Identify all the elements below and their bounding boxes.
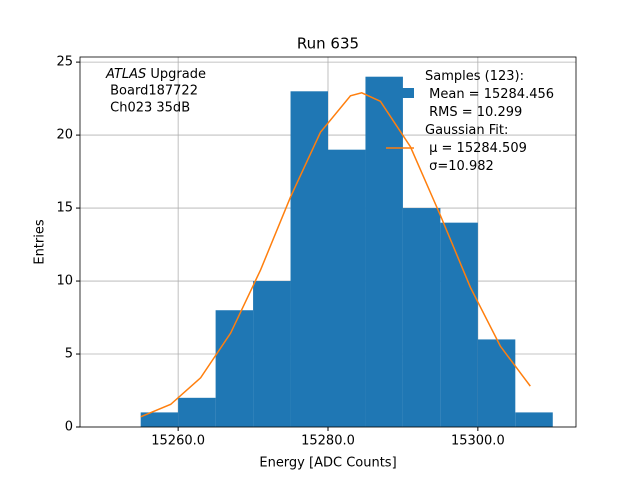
chart-title: Run 635 xyxy=(297,35,359,53)
y-tick-label: 10 xyxy=(56,274,73,289)
y-axis-label: Entries xyxy=(33,219,48,265)
y-tick-label: 25 xyxy=(56,55,73,70)
bar xyxy=(440,222,478,427)
annotation-emphasis: ATLAS xyxy=(105,67,146,82)
bar xyxy=(328,149,366,428)
legend-label-line: Gaussian Fit: xyxy=(425,123,508,138)
legend-swatch xyxy=(386,88,414,98)
x-tick-label: 15300.0 xyxy=(451,434,505,449)
x-tick-label: 15260.0 xyxy=(151,434,205,449)
legend-label-line: RMS = 10.299 xyxy=(425,105,522,120)
annotation-line: Board187722 xyxy=(106,84,198,99)
fit-line xyxy=(140,91,531,418)
bar xyxy=(477,339,516,427)
bar xyxy=(290,91,328,427)
x-axis-label: Energy [ADC Counts] xyxy=(259,456,396,471)
bar xyxy=(215,310,254,427)
legend-label-line: μ = 15284.509 xyxy=(425,141,527,156)
bar xyxy=(515,412,553,427)
annotation-line: Upgrade xyxy=(146,67,206,82)
legend-label-line: σ=10.982 xyxy=(425,159,494,174)
y-tick-label: 15 xyxy=(56,201,73,216)
bar xyxy=(140,412,179,427)
legend-label-line: Mean = 15284.456 xyxy=(425,87,554,102)
y-tick-label: 0 xyxy=(65,420,73,435)
legend-label-line: Samples (123): xyxy=(425,69,524,84)
bar xyxy=(402,208,441,427)
legend-label: Gaussian Fit: μ = 15284.509 σ=10.982 xyxy=(425,123,527,174)
y-tick-label: 20 xyxy=(56,128,73,143)
annotation-line: Ch023 35dB xyxy=(106,101,190,116)
legend-label: Samples (123): Mean = 15284.456 RMS = 10… xyxy=(425,69,554,120)
x-tick-label: 15280.0 xyxy=(301,434,355,449)
axes-frame xyxy=(79,56,577,428)
annotation: ATLAS Upgrade xyxy=(105,67,206,82)
bar xyxy=(253,281,291,427)
bar xyxy=(365,76,403,428)
y-tick-label: 5 xyxy=(65,347,73,362)
bar xyxy=(178,397,216,427)
